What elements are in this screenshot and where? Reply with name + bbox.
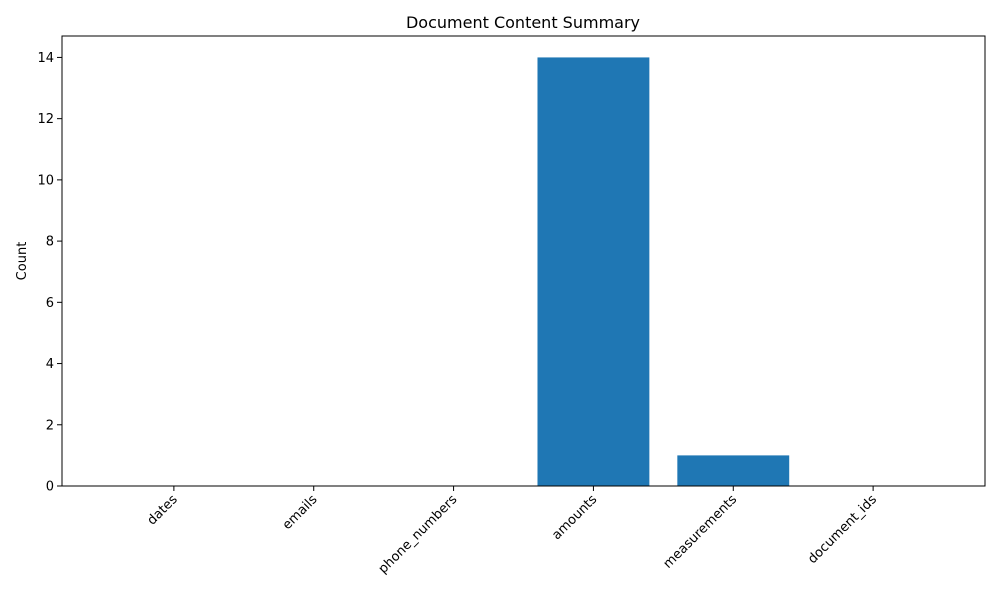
bar-measurements: [677, 455, 790, 486]
bar-amounts: [537, 57, 650, 487]
y-tick-label: 0: [46, 480, 54, 495]
x-tick-label-document_ids: document_ids: [805, 492, 880, 567]
bars-group: [537, 57, 790, 487]
x-tick-label-amounts: amounts: [549, 492, 600, 543]
y-axis-ticks: 0 2 4 6 8 10 12 14: [37, 51, 62, 495]
y-tick-label: 14: [37, 51, 54, 66]
y-axis-label: Count: [15, 242, 30, 281]
y-tick-label: 2: [46, 418, 54, 433]
chart-title: Document Content Summary: [406, 13, 640, 32]
x-tick-label-emails: emails: [280, 492, 321, 533]
y-tick-label: 4: [46, 357, 54, 372]
x-axis-ticks: dates emails phone_numbers amounts measureme…: [145, 486, 880, 577]
x-tick-label-measurements: measurements: [661, 492, 741, 572]
y-tick-label: 6: [46, 296, 54, 311]
y-tick-label: 10: [37, 173, 54, 188]
y-tick-label: 8: [46, 235, 54, 250]
y-tick-label: 12: [37, 112, 54, 127]
x-tick-label-phone_numbers: phone_numbers: [376, 492, 461, 577]
x-tick-label-dates: dates: [145, 492, 181, 528]
plot-area-frame: [61, 35, 986, 487]
